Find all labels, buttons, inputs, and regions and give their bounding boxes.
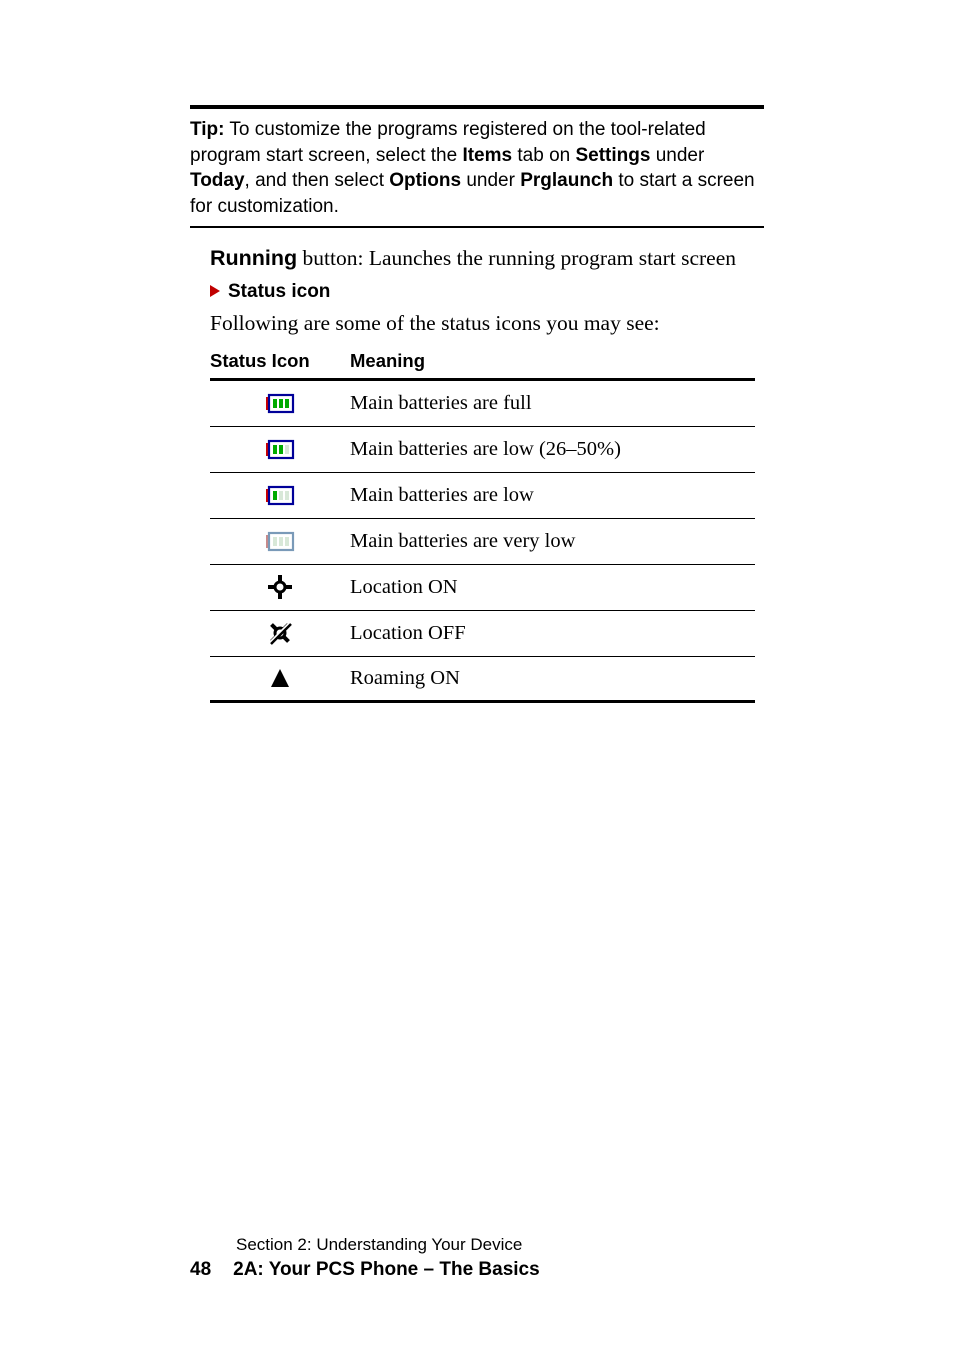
roaming-on-icon xyxy=(210,659,350,697)
tip-bold-3: Options xyxy=(389,170,461,191)
running-line: Running button: Launches the running pro… xyxy=(210,246,764,271)
rule-bottom xyxy=(190,226,764,228)
battery-vlow-icon xyxy=(210,522,350,561)
triangle-bullet-icon xyxy=(210,285,220,297)
tip-block: Tip: To customize the programs registere… xyxy=(190,117,764,220)
rule-top xyxy=(190,105,764,109)
table-row: Roaming ON xyxy=(210,657,755,703)
table-row: Location OFF xyxy=(210,611,755,657)
tip-bold-0: Items xyxy=(462,145,512,166)
table-row: Location ON xyxy=(210,565,755,611)
status-heading-text: Status icon xyxy=(228,281,330,302)
meaning-cell: Location OFF xyxy=(350,614,755,653)
tip-text-4: under xyxy=(461,170,520,191)
running-rest: button: Launches the running program sta… xyxy=(297,246,736,270)
footer-section: Section 2: Understanding Your Device xyxy=(236,1235,540,1255)
battery-low-icon xyxy=(210,476,350,515)
location-on-icon xyxy=(210,566,350,608)
tip-bold-2: Today xyxy=(190,170,245,191)
tip-label: Tip: xyxy=(190,119,224,140)
table-row: Main batteries are low (26–50%) xyxy=(210,427,755,473)
footer-page-num: 48 xyxy=(190,1259,211,1280)
battery-full-icon xyxy=(210,384,350,423)
meaning-cell: Main batteries are low xyxy=(350,476,755,515)
table-row: Main batteries are full xyxy=(210,381,755,427)
tip-text-1: tab on xyxy=(512,145,575,166)
location-off-icon xyxy=(210,612,350,654)
meaning-cell: Main batteries are full xyxy=(350,384,755,423)
table-row: Main batteries are very low xyxy=(210,519,755,565)
running-bold: Running xyxy=(210,246,297,270)
battery-med-icon xyxy=(210,430,350,469)
meaning-cell: Main batteries are very low xyxy=(350,522,755,561)
table-row: Main batteries are low xyxy=(210,473,755,519)
footer-page-line: 48 2A: Your PCS Phone – The Basics xyxy=(190,1259,540,1281)
meaning-cell: Main batteries are low (26–50%) xyxy=(350,430,755,469)
meaning-cell: Location ON xyxy=(350,568,755,607)
status-icon-heading: Status icon xyxy=(210,281,764,303)
table-header-row: Status Icon Meaning xyxy=(210,350,755,381)
tip-text-3: , and then select xyxy=(245,170,390,191)
meaning-cell: Roaming ON xyxy=(350,659,755,698)
footer-page-title: 2A: Your PCS Phone – The Basics xyxy=(233,1259,540,1280)
tip-bold-4: Prglaunch xyxy=(520,170,613,191)
header-status-icon: Status Icon xyxy=(210,350,350,372)
header-meaning: Meaning xyxy=(350,350,755,372)
page-footer: Section 2: Understanding Your Device 48 2… xyxy=(190,1235,540,1281)
tip-bold-1: Settings xyxy=(575,145,650,166)
following-text: Following are some of the status icons y… xyxy=(210,311,764,336)
tip-text-2: under xyxy=(650,145,704,166)
status-table: Status Icon Meaning Main batteries are f… xyxy=(210,350,755,703)
